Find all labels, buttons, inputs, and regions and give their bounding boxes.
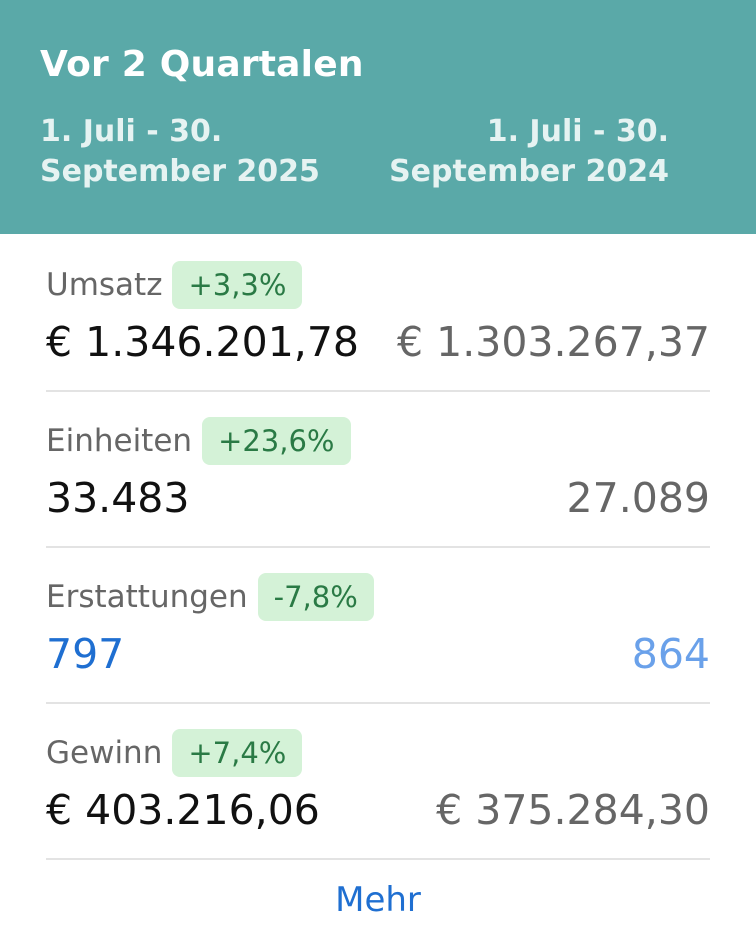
previous-period: 1. Juli - 30. September 2024	[389, 112, 669, 192]
current-period-line2: September 2025	[40, 154, 320, 189]
metric-row-refunds: Erstattungen -7,8% 797 864	[46, 546, 710, 704]
previous-period-line2: September 2024	[389, 154, 669, 189]
change-badge: +23,6%	[202, 417, 351, 465]
previous-refunds-link[interactable]: 864	[631, 630, 710, 678]
current-period: 1. Juli - 30. September 2025	[40, 112, 320, 192]
previous-value: 27.089	[566, 474, 710, 522]
metric-label-row: Einheiten +23,6%	[46, 415, 351, 467]
metric-label: Erstattungen	[46, 579, 248, 615]
more-link[interactable]: Mehr	[335, 880, 421, 920]
current-value: 33.483	[46, 474, 190, 522]
metric-label-row: Umsatz +3,3%	[46, 259, 303, 311]
metric-row-profit: Gewinn +7,4% € 403.216,06 € 375.284,30	[46, 702, 710, 860]
metric-row-revenue: Umsatz +3,3% € 1.346.201,78 € 1.303.267,…	[46, 234, 710, 392]
change-badge: +3,3%	[172, 261, 303, 309]
current-value: € 1.346.201,78	[46, 318, 359, 366]
metric-label: Gewinn	[46, 735, 163, 771]
current-value: € 403.216,06	[46, 786, 320, 834]
change-badge: -7,8%	[257, 573, 374, 621]
change-badge: +7,4%	[172, 729, 303, 777]
metric-label-row: Erstattungen -7,8%	[46, 571, 374, 623]
previous-value: € 375.284,30	[436, 786, 710, 834]
current-refunds-link[interactable]: 797	[46, 630, 125, 678]
previous-value: € 1.303.267,37	[397, 318, 710, 366]
current-period-line1: 1. Juli - 30.	[40, 114, 223, 149]
card-title: Vor 2 Quartalen	[40, 44, 364, 85]
metric-label: Einheiten	[46, 423, 193, 459]
card-header: Vor 2 Quartalen 1. Juli - 30. September …	[0, 0, 756, 234]
metric-label-row: Gewinn +7,4%	[46, 727, 303, 779]
metric-label: Umsatz	[46, 267, 163, 303]
previous-period-line1: 1. Juli - 30.	[486, 114, 669, 149]
metric-row-units: Einheiten +23,6% 33.483 27.089	[46, 390, 710, 548]
